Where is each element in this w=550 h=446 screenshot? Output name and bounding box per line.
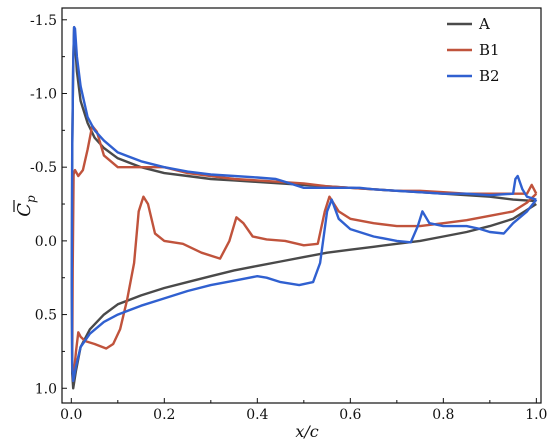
y-tick-label: 1.0 bbox=[35, 381, 57, 397]
x-tick-label: 0.4 bbox=[246, 407, 268, 423]
series-line-b2 bbox=[70, 26, 538, 383]
plot-frame bbox=[61, 7, 542, 404]
series-layer bbox=[70, 26, 538, 390]
x-tick-label: 0.2 bbox=[153, 407, 175, 423]
y-axis-title-sub: p bbox=[24, 195, 38, 203]
y-axis-title-main: C bbox=[14, 203, 35, 217]
svg-text:Cp: Cp bbox=[14, 195, 38, 217]
x-tick-label: 0.8 bbox=[432, 407, 454, 423]
y-axis-title: Cp bbox=[13, 195, 38, 217]
legend: A B1 B2 bbox=[447, 15, 500, 85]
plot-area bbox=[61, 7, 542, 404]
x-tick-label: 0.6 bbox=[339, 407, 361, 423]
x-tick-label: 1.0 bbox=[525, 407, 547, 423]
legend-label: A bbox=[478, 15, 490, 33]
x-axis-title: x/c bbox=[295, 422, 318, 441]
x-tick-label: 0.0 bbox=[60, 407, 82, 423]
y-tick-label: -1.0 bbox=[30, 86, 57, 102]
series-line-b1 bbox=[71, 124, 538, 383]
y-tick-label: -0.5 bbox=[30, 160, 57, 176]
series-line-a bbox=[70, 26, 537, 390]
y-tick-label: 0.5 bbox=[35, 308, 57, 324]
y-tick-label: 0.0 bbox=[35, 234, 57, 250]
legend-label: B1 bbox=[479, 41, 500, 59]
x-axis: 0.0 0.2 0.4 0.6 0.8 1.0 bbox=[60, 398, 547, 423]
y-tick-label: -1.5 bbox=[30, 13, 57, 29]
y-axis: -1.5 -1.0 -0.5 0.0 0.5 1.0 bbox=[30, 13, 67, 397]
legend-label: B2 bbox=[479, 67, 500, 85]
